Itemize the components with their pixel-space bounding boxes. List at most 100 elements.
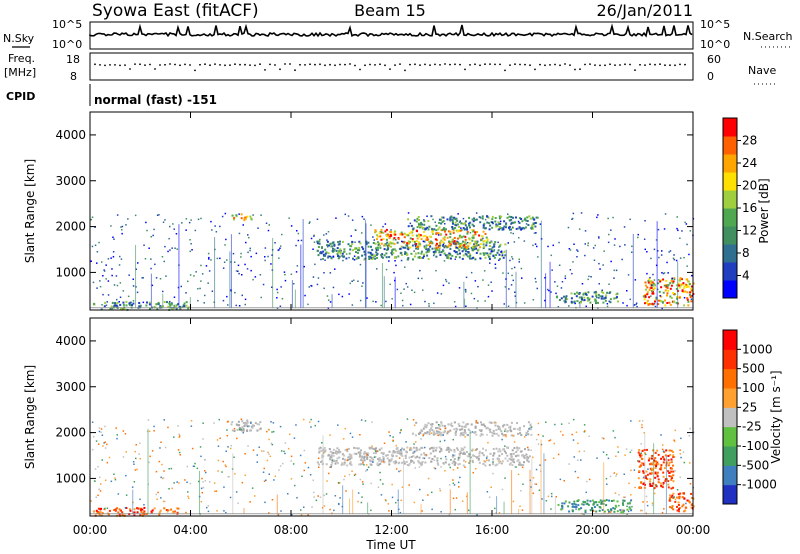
range-cell xyxy=(247,425,249,428)
range-cell xyxy=(577,499,580,502)
range-cell xyxy=(180,285,182,288)
range-cell xyxy=(622,302,624,304)
freq-tick-top: 18 xyxy=(66,53,80,66)
range-cell xyxy=(400,259,403,262)
range-cell xyxy=(535,232,537,234)
range-cell xyxy=(101,304,103,306)
range-cell xyxy=(494,267,497,269)
range-cell xyxy=(514,295,516,297)
range-cell xyxy=(141,508,144,511)
range-cell xyxy=(379,244,381,247)
range-cell xyxy=(592,503,595,505)
range-cell xyxy=(317,420,320,423)
range-cell xyxy=(166,511,169,513)
range-cell xyxy=(536,245,538,248)
freq-dot xyxy=(179,64,181,67)
range-cell xyxy=(673,496,676,498)
range-cell xyxy=(648,457,651,460)
range-cell xyxy=(474,431,477,433)
range-cell xyxy=(668,475,671,478)
range-cell xyxy=(103,442,105,444)
range-cell xyxy=(472,220,475,223)
range-cell xyxy=(488,241,491,244)
freq-dot xyxy=(489,63,491,65)
station-title: Syowa East (fitACF) xyxy=(92,1,259,21)
range-cell xyxy=(407,464,410,467)
range-cell xyxy=(228,476,230,478)
range-cell xyxy=(325,233,328,235)
range-cell xyxy=(344,458,346,461)
range-cell xyxy=(171,487,173,490)
range-cell xyxy=(259,274,262,276)
range-cell xyxy=(511,449,514,452)
range-cell xyxy=(630,494,632,496)
freq-dot xyxy=(99,64,101,66)
range-cell xyxy=(642,470,645,473)
range-cell xyxy=(407,218,410,221)
range-cell xyxy=(277,249,279,252)
range-cell xyxy=(608,233,610,236)
range-cell xyxy=(383,442,386,444)
range-cell xyxy=(200,487,203,490)
range-cell xyxy=(137,262,139,264)
range-cell xyxy=(318,466,320,468)
range-cell xyxy=(610,260,612,263)
range-cell xyxy=(343,248,346,251)
range-cell xyxy=(685,283,688,286)
range-cell xyxy=(90,218,92,221)
range-cell xyxy=(413,250,415,252)
range-cell xyxy=(677,229,679,232)
range-cell xyxy=(116,284,119,287)
range-cell xyxy=(304,462,307,464)
range-cell xyxy=(615,455,617,457)
range-cell xyxy=(135,457,137,460)
range-cell xyxy=(535,216,538,219)
colorbar-tick-label: 1000 xyxy=(742,342,773,356)
range-cell xyxy=(435,247,438,250)
range-cell xyxy=(687,280,690,283)
range-cell xyxy=(681,230,683,232)
range-cell xyxy=(332,247,334,250)
range-cell xyxy=(639,455,642,458)
range-cell xyxy=(362,483,364,485)
range-cell xyxy=(630,499,633,502)
x-tick-label: 04:00 xyxy=(173,523,208,537)
range-cell xyxy=(672,492,675,495)
range-cell xyxy=(128,302,131,305)
range-cell xyxy=(116,437,118,440)
range-cell xyxy=(168,237,170,240)
freq-dot xyxy=(614,64,616,66)
range-cell xyxy=(337,424,339,426)
range-cell xyxy=(609,298,612,301)
range-cell xyxy=(442,462,445,465)
range-cell xyxy=(393,231,396,234)
range-cell xyxy=(433,254,435,257)
range-cell xyxy=(686,243,688,246)
range-cell xyxy=(498,512,501,514)
range-cell xyxy=(690,300,693,303)
range-cell xyxy=(99,280,101,282)
range-cell xyxy=(185,292,187,294)
range-cell xyxy=(248,425,251,428)
range-cell xyxy=(654,467,657,469)
range-cell xyxy=(406,286,409,288)
range-cell xyxy=(577,442,579,445)
range-cell xyxy=(641,420,644,422)
range-cell xyxy=(432,251,435,253)
range-cell xyxy=(216,439,219,441)
range-cell xyxy=(189,482,192,485)
freq-dot xyxy=(229,64,231,66)
range-cell xyxy=(129,304,131,307)
range-cell xyxy=(442,250,445,253)
range-cell xyxy=(444,244,447,247)
range-cell xyxy=(650,295,652,297)
range-cell xyxy=(481,433,484,436)
range-cell xyxy=(475,448,478,451)
range-cell xyxy=(417,247,420,250)
range-cell xyxy=(119,303,122,306)
range-cell xyxy=(608,292,610,294)
range-cell xyxy=(445,458,448,461)
range-cell xyxy=(427,258,430,260)
range-cell xyxy=(370,482,372,485)
range-cell xyxy=(383,461,386,464)
